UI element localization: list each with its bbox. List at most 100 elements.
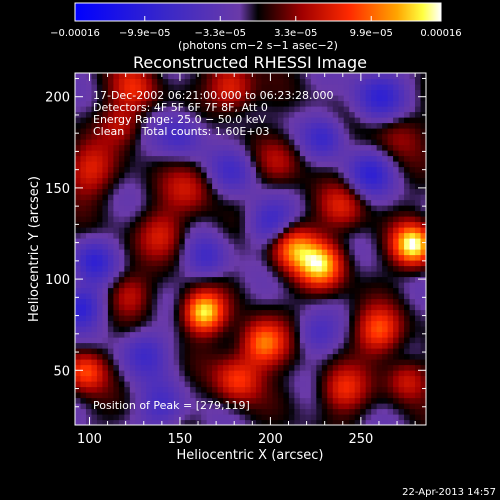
heatmap-cell xyxy=(129,78,136,85)
heatmap-cell xyxy=(135,106,142,113)
heatmap-cell xyxy=(146,287,153,294)
heatmap-cell xyxy=(129,287,136,294)
heatmap-cell xyxy=(217,315,224,322)
heatmap-cell xyxy=(245,199,252,206)
heatmap-cell xyxy=(135,161,142,168)
heatmap-cell xyxy=(107,95,114,102)
heatmap-cell xyxy=(173,199,180,206)
heatmap-cell xyxy=(201,238,208,245)
heatmap-cell xyxy=(190,150,197,157)
heatmap-cell xyxy=(206,265,213,272)
heatmap-cell xyxy=(398,315,405,322)
heatmap-cell xyxy=(228,419,235,425)
heatmap-cell xyxy=(228,359,235,366)
heatmap-cell xyxy=(354,271,361,278)
heatmap-cell xyxy=(157,326,164,333)
heatmap-cell xyxy=(91,243,98,250)
heatmap-cell xyxy=(80,144,87,151)
heatmap-cell xyxy=(228,315,235,322)
heatmap-cell xyxy=(332,331,339,338)
heatmap-cell xyxy=(217,205,224,212)
heatmap-cell xyxy=(409,221,416,228)
heatmap-cell xyxy=(239,287,246,294)
heatmap-cell xyxy=(102,95,109,102)
heatmap-cell xyxy=(338,210,345,217)
heatmap-cell xyxy=(299,342,306,349)
heatmap-cell xyxy=(173,265,180,272)
heatmap-cell xyxy=(146,243,153,250)
heatmap-cell xyxy=(266,304,274,311)
heatmap-cell xyxy=(135,315,142,322)
heatmap-cell xyxy=(261,84,268,91)
heatmap-cell xyxy=(387,370,394,377)
heatmap-cell xyxy=(135,216,142,223)
heatmap-cell xyxy=(151,139,158,146)
heatmap-cell xyxy=(135,221,142,228)
heatmap-cell xyxy=(338,150,345,157)
y-tick-label: 150 xyxy=(45,182,70,197)
heatmap-cell xyxy=(184,331,191,338)
heatmap-cell xyxy=(146,320,153,327)
heatmap-cell xyxy=(91,403,98,410)
heatmap-cell xyxy=(327,342,334,349)
heatmap-cell xyxy=(228,133,235,140)
heatmap-cell xyxy=(234,166,241,173)
heatmap-cell xyxy=(255,144,263,151)
heatmap-cell xyxy=(250,106,257,113)
heatmap-cell xyxy=(113,122,120,129)
heatmap-cell xyxy=(277,414,284,421)
heatmap-cell xyxy=(212,139,219,146)
heatmap-cell xyxy=(234,265,241,272)
heatmap-cell xyxy=(239,232,246,239)
heatmap-cell xyxy=(294,227,301,234)
heatmap-cell xyxy=(162,227,169,234)
heatmap-cell xyxy=(107,271,114,278)
heatmap-cell xyxy=(168,238,175,245)
heatmap-cell xyxy=(283,370,290,377)
heatmap-cell xyxy=(272,414,279,421)
heatmap-cell xyxy=(299,293,306,300)
heatmap-cell xyxy=(360,359,367,366)
heatmap-cell xyxy=(129,309,136,316)
heatmap-cell xyxy=(299,348,306,355)
heatmap-cell xyxy=(162,161,169,168)
heatmap-cell xyxy=(96,337,104,344)
heatmap-cell xyxy=(327,150,334,157)
heatmap-cell xyxy=(140,232,147,239)
heatmap-cell xyxy=(223,375,230,382)
heatmap-cell xyxy=(371,155,378,162)
heatmap-cell xyxy=(201,199,208,206)
heatmap-cell xyxy=(75,194,82,201)
heatmap-cell xyxy=(201,78,208,85)
heatmap-cell xyxy=(217,227,224,234)
heatmap-cell xyxy=(102,348,109,355)
heatmap-cell xyxy=(409,282,416,289)
heatmap-cell xyxy=(349,232,356,239)
heatmap-cell xyxy=(129,331,136,338)
heatmap-cell xyxy=(261,95,268,102)
heatmap-cell xyxy=(327,254,334,261)
heatmap-cell xyxy=(327,271,334,278)
heatmap-cell xyxy=(310,111,317,118)
heatmap-cell xyxy=(360,260,367,267)
colorbar-tick-label: −3.3e−05 xyxy=(194,28,246,39)
heatmap-cell xyxy=(201,100,208,107)
heatmap-cell xyxy=(157,282,164,289)
heatmap-cell xyxy=(277,232,284,239)
heatmap-cell xyxy=(245,210,252,217)
heatmap-cell xyxy=(371,342,378,349)
heatmap-cell xyxy=(283,392,290,399)
heatmap-cell xyxy=(146,221,153,228)
heatmap-cell xyxy=(157,320,164,327)
heatmap-cell xyxy=(387,227,394,234)
heatmap-cell xyxy=(398,309,405,316)
heatmap-cell xyxy=(321,375,328,382)
heatmap-cell xyxy=(151,370,158,377)
heatmap-cell xyxy=(288,309,295,316)
heatmap-cell xyxy=(195,381,202,388)
heatmap-cell xyxy=(239,128,246,135)
heatmap-cell xyxy=(151,414,158,421)
heatmap-cell xyxy=(140,188,147,195)
heatmap-cell xyxy=(239,161,246,168)
heatmap-cell xyxy=(387,408,394,415)
